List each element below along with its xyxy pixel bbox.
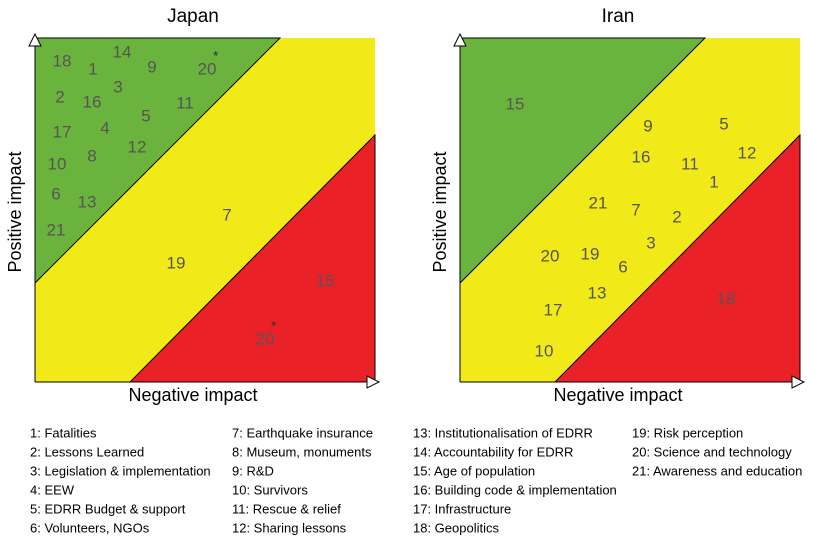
factor-number: 11	[681, 154, 699, 173]
factor-number: 5	[141, 106, 150, 125]
factor-number: 4	[100, 118, 109, 137]
factor-number: 7	[631, 200, 640, 219]
legend-entry: 2: Lessons Learned	[30, 444, 144, 459]
legend-entry: 15: Age of population	[413, 463, 535, 478]
factor-number: 2	[55, 87, 64, 106]
factor-number: 20	[256, 329, 275, 348]
panel-title: Japan	[167, 6, 219, 27]
factor-number: 5	[719, 114, 728, 133]
legend-entry: 12: Sharing lessons	[232, 520, 347, 535]
factor-number: 18	[53, 51, 72, 70]
legend-entry: 1: Fatalities	[30, 425, 97, 440]
panel-title: Iran	[602, 6, 635, 27]
legend-entry: 21: Awareness and education	[632, 463, 802, 478]
legend-entry: 13: Institutionalisation of EDRR	[413, 425, 593, 440]
legend-entry: 20: Science and technology	[632, 444, 792, 459]
legend-entry: 3: Legislation & implementation	[30, 463, 211, 478]
legend-entry: 5: EDRR Budget & support	[30, 501, 186, 516]
y-arrow	[453, 32, 467, 47]
factor-number: 20	[541, 246, 560, 265]
factor-number: 6	[51, 184, 60, 203]
legend-entry: 9: R&D	[232, 463, 274, 478]
factor-number: 12	[128, 137, 147, 156]
legend-entry: 8: Museum, monuments	[232, 444, 372, 459]
legend-entry: 14: Accountability for EDRR	[413, 444, 573, 459]
factor-number: 19	[167, 253, 186, 272]
factor-note: *	[213, 48, 219, 64]
factor-number: 1	[88, 59, 97, 78]
y-axis-label: Positive impact	[430, 151, 450, 272]
x-axis-label: Negative impact	[553, 385, 682, 405]
factor-number: 16	[632, 147, 651, 166]
factor-number: 3	[646, 233, 655, 252]
factor-number: 16	[83, 92, 102, 111]
factor-number: 13	[588, 283, 607, 302]
legend-entry: 6: Volunteers, NGOs	[30, 520, 150, 535]
legend-entry: 19: Risk perception	[632, 425, 743, 440]
factor-number: 15	[506, 94, 525, 113]
y-axis-label: Positive impact	[5, 151, 25, 272]
factor-number: 17	[544, 300, 563, 319]
factor-number: 3	[113, 77, 122, 96]
legend-entry: 7: Earthquake insurance	[232, 425, 373, 440]
factor-number: 14	[113, 42, 132, 61]
x-axis-label: Negative impact	[128, 385, 257, 405]
factor-number: 7	[222, 205, 231, 224]
factor-number: 12	[738, 143, 757, 162]
legend-entry: 4: EEW	[30, 482, 75, 497]
factor-number: 6	[618, 257, 627, 276]
factor-number: 19	[581, 244, 600, 263]
x-arrow	[366, 375, 381, 389]
legend-entry: 16: Building code & implementation	[413, 482, 617, 497]
factor-number: 21	[589, 193, 608, 212]
factor-number: 10	[535, 341, 554, 360]
y-arrow	[28, 32, 42, 47]
factor-number: 20	[198, 59, 217, 78]
factor-number: 1	[709, 172, 718, 191]
factor-number: 11	[176, 93, 194, 112]
legend-entry: 18: Geopolitics	[413, 520, 499, 535]
factor-number: 15	[316, 271, 335, 290]
factor-number: 18	[717, 289, 736, 308]
factor-number: 2	[672, 207, 681, 226]
legend-entry: 10: Survivors	[232, 482, 308, 497]
x-arrow	[791, 375, 806, 389]
factor-number: 21	[47, 220, 66, 239]
factor-note: *	[271, 318, 277, 334]
factor-number: 10	[48, 154, 67, 173]
factor-number: 13	[78, 192, 97, 211]
factor-number: 8	[87, 146, 96, 165]
factor-number: 9	[147, 57, 156, 76]
legend-entry: 11: Rescue & relief	[232, 501, 341, 516]
factor-number: 9	[643, 116, 652, 135]
legend-entry: 17: Infrastructure	[413, 501, 511, 516]
factor-number: 17	[53, 122, 72, 141]
